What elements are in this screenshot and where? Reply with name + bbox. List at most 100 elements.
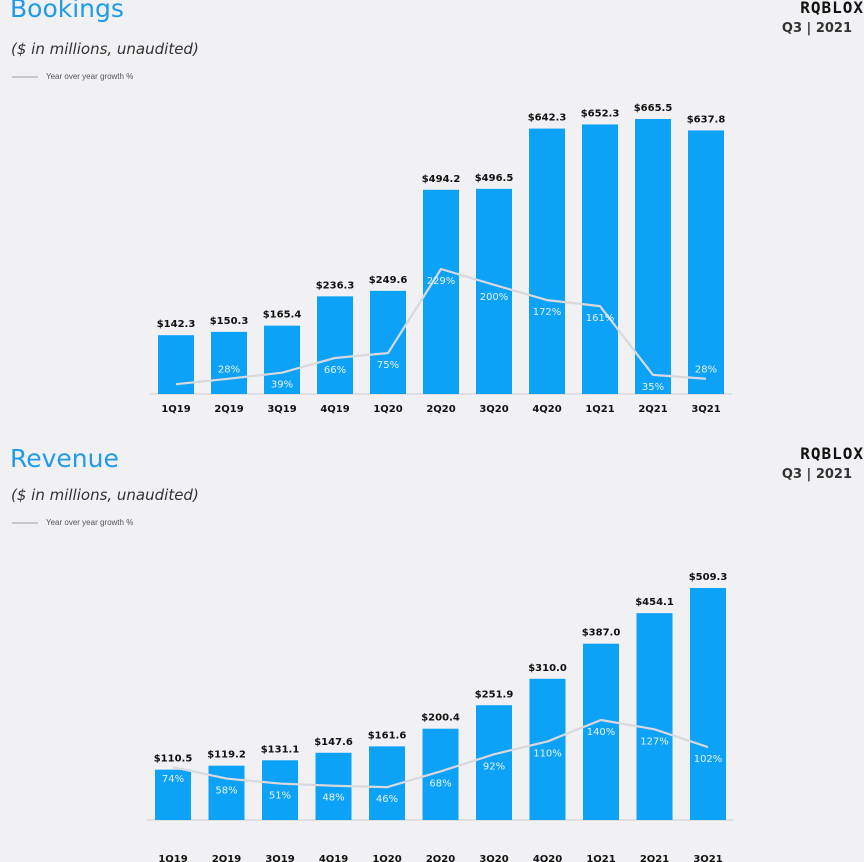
bar-value-label: $251.9 xyxy=(475,689,514,700)
legend-label: Year over year growth % xyxy=(46,72,134,81)
revenue-panel: Revenue ($ in millions, unaudited) Year … xyxy=(0,430,864,862)
bookings-panel: Bookings ($ in millions, unaudited) Year… xyxy=(0,0,864,430)
x-tick-label: 3Q21 xyxy=(691,404,720,415)
bookings-chart: $142.3 1Q19 $150.3 2Q19 $165.4 3Q19 $236.3 4Q19… xyxy=(150,103,732,415)
panel-subtitle: ($ in millions, unaudited) xyxy=(11,40,199,58)
growth-label: 75% xyxy=(377,360,399,371)
bar xyxy=(158,335,194,394)
growth-label: 92% xyxy=(483,761,505,772)
x-tick-label: 4Q20 xyxy=(533,854,562,862)
growth-label: 161% xyxy=(586,313,615,324)
growth-line xyxy=(172,718,709,789)
bar-value-label: $652.3 xyxy=(581,108,620,119)
bar-value-label: $454.1 xyxy=(635,597,674,608)
bar xyxy=(583,643,619,820)
bar xyxy=(211,331,247,394)
x-tick-label: 4Q19 xyxy=(319,854,348,862)
panel-subtitle: ($ in millions, unaudited) xyxy=(11,486,199,504)
growth-label: 28% xyxy=(218,365,240,376)
legend: Year over year growth % xyxy=(12,518,133,527)
growth-label: 58% xyxy=(215,786,237,797)
bar xyxy=(423,189,459,394)
bar xyxy=(370,290,406,394)
x-tick-label: 1Q20 xyxy=(372,854,401,862)
brand-period: Q3 | 2021 xyxy=(781,21,852,36)
growth-label: 200% xyxy=(480,292,509,303)
x-tick-label: 3Q20 xyxy=(479,404,508,415)
growth-label: 172% xyxy=(533,307,562,318)
x-tick-label: 1Q20 xyxy=(373,404,402,415)
x-tick-label: 3Q19 xyxy=(267,404,296,415)
legend-label: Year over year growth % xyxy=(46,518,134,527)
growth-label: 110% xyxy=(533,748,562,759)
bar-value-label: $119.2 xyxy=(207,750,246,761)
bar xyxy=(635,119,671,394)
bar xyxy=(264,325,300,394)
growth-label: 28% xyxy=(695,365,717,376)
x-tick-label: 2Q20 xyxy=(426,404,455,415)
bar-value-label: $387.0 xyxy=(582,628,621,639)
bar-value-label: $665.5 xyxy=(634,103,673,114)
growth-label: 51% xyxy=(269,791,291,802)
bar-value-label: $142.3 xyxy=(157,319,196,330)
x-tick-label: 2Q21 xyxy=(640,854,669,862)
bar xyxy=(582,124,618,395)
bar-value-label: $496.5 xyxy=(475,173,514,184)
x-tick-label: 4Q20 xyxy=(532,404,561,415)
growth-label: 35% xyxy=(642,382,664,393)
bar-value-label: $494.2 xyxy=(422,174,461,185)
legend-line-swatch xyxy=(12,521,38,524)
growth-label: 140% xyxy=(587,727,616,738)
legend: Year over year growth % xyxy=(12,72,133,81)
x-tick-label: 2Q19 xyxy=(214,404,243,415)
bar xyxy=(208,765,245,820)
bar-value-label: $249.6 xyxy=(369,275,408,286)
x-tick-label: 3Q20 xyxy=(479,854,508,862)
bar-value-label: $150.3 xyxy=(210,316,249,327)
bar-value-label: $509.3 xyxy=(689,572,728,583)
x-tick-label: 1Q19 xyxy=(161,404,190,415)
bar-value-label: $637.8 xyxy=(687,114,726,125)
x-tick-label: 3Q19 xyxy=(265,854,294,862)
x-tick-label: 4Q19 xyxy=(320,404,349,415)
bar-value-label: $161.6 xyxy=(368,730,407,741)
x-tick-label: 1Q21 xyxy=(585,404,614,415)
growth-line xyxy=(175,267,707,386)
bar xyxy=(476,188,512,394)
bar xyxy=(476,705,512,820)
x-tick-label: 2Q19 xyxy=(212,854,241,862)
x-tick-label: 3Q21 xyxy=(693,854,722,862)
bar xyxy=(317,296,353,394)
brand-block: RQBLOX Q3 | 2021 xyxy=(754,0,864,36)
revenue-chart: $110.5 1Q19 $119.2 2Q19 $131.1 3Q19 $147.6 4Q19… xyxy=(147,572,734,862)
bar-value-label: $236.3 xyxy=(316,280,355,291)
growth-label: 48% xyxy=(322,793,344,804)
bar xyxy=(690,588,726,820)
bar-value-label: $131.1 xyxy=(261,744,300,755)
x-tick-label: 2Q21 xyxy=(638,404,667,415)
growth-label: 229% xyxy=(427,276,456,287)
bar xyxy=(262,760,298,820)
brand-period: Q3 | 2021 xyxy=(781,467,852,482)
bar-value-label: $200.4 xyxy=(421,713,460,724)
roblox-logo: RQBLOX xyxy=(800,0,864,17)
x-tick-label: 2Q20 xyxy=(426,854,455,862)
bar xyxy=(688,130,724,394)
growth-label: 39% xyxy=(271,380,293,391)
bar xyxy=(636,613,673,820)
growth-label: 102% xyxy=(694,754,723,765)
legend-line-swatch xyxy=(12,75,38,78)
brand-block: RQBLOX Q3 | 2021 xyxy=(754,444,864,482)
growth-label: 46% xyxy=(376,794,398,805)
bar-value-label: $642.3 xyxy=(528,113,567,124)
bar-value-label: $147.6 xyxy=(314,737,353,748)
bar-value-label: $110.5 xyxy=(154,754,193,765)
growth-label: 127% xyxy=(640,736,669,747)
bar-value-label: $165.4 xyxy=(263,310,302,321)
panel-title: Revenue xyxy=(10,444,119,473)
bar xyxy=(155,769,191,820)
roblox-logo: RQBLOX xyxy=(800,444,864,463)
growth-label: 66% xyxy=(324,365,346,376)
bar xyxy=(529,128,565,394)
x-tick-label: 1Q19 xyxy=(158,854,187,862)
